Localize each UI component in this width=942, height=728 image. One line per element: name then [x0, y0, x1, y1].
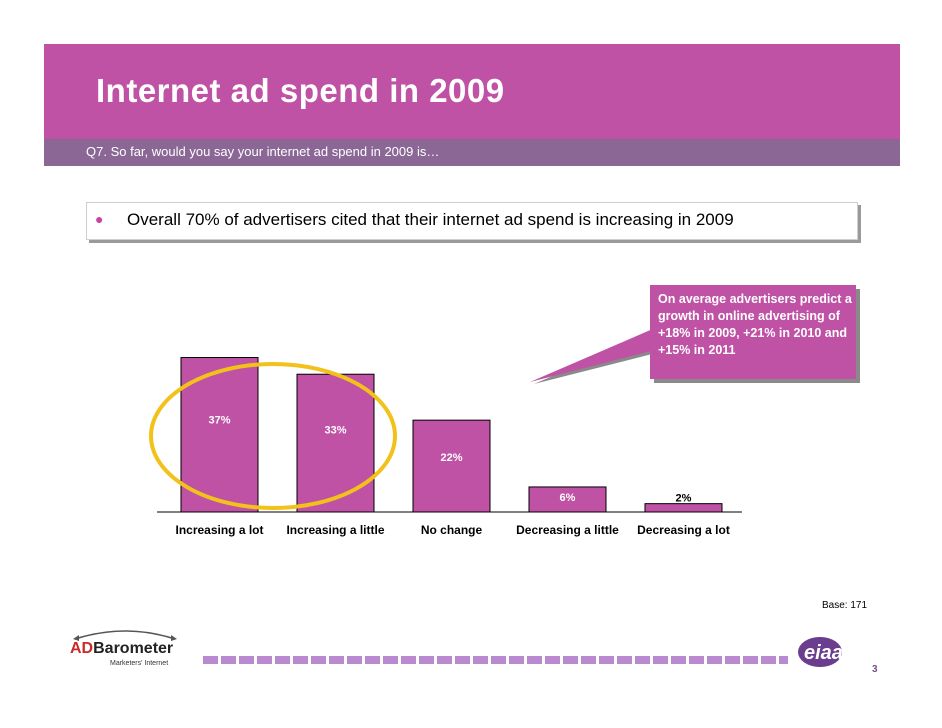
x-tick-label-3: Decreasing a little — [516, 523, 619, 537]
bar-4 — [644, 503, 723, 513]
adbarometer-logo: ADBarometer Marketers' Internet — [70, 627, 180, 677]
bullet-icon: ● — [95, 211, 104, 227]
svg-text:eiaa: eiaa — [804, 642, 843, 664]
footer-dash — [653, 656, 668, 664]
bar-1 — [296, 373, 375, 513]
logo-wordmark: ADBarometer — [70, 640, 174, 657]
question-text: Q7. So far, would you say your internet … — [86, 144, 440, 159]
logo-subtext: Marketers' Internet — [110, 660, 169, 667]
footer-dash — [473, 656, 488, 664]
footer-dash — [779, 656, 788, 664]
footer-dash — [671, 656, 686, 664]
footer-dash — [221, 656, 236, 664]
footer-dash — [347, 656, 362, 664]
footer-dash — [545, 656, 560, 664]
header-banner: Internet ad spend in 2009 Q7. So far, wo… — [44, 44, 900, 166]
footer-dash — [509, 656, 524, 664]
footer-dash — [257, 656, 272, 664]
data-label-3: 6% — [560, 492, 576, 504]
page-title: Internet ad spend in 2009 — [96, 72, 505, 109]
footer-dash — [491, 656, 506, 664]
footer-dash — [365, 656, 380, 664]
data-label-2: 22% — [440, 452, 462, 464]
callout-pointer-fill — [530, 328, 655, 382]
footer-dash — [239, 656, 254, 664]
key-finding-text: Overall 70% of advertisers cited that th… — [127, 210, 734, 229]
key-finding-box: ● Overall 70% of advertisers cited that … — [86, 202, 858, 240]
forecast-callout: On average advertisers predict a growth … — [650, 285, 856, 379]
x-tick-label-1: Increasing a little — [286, 523, 384, 537]
footer-dash — [761, 656, 776, 664]
data-label-4: 2% — [676, 493, 692, 505]
footer-dashed-bar — [203, 656, 788, 664]
x-tick-label-4: Decreasing a lot — [637, 523, 730, 537]
bar-2 — [412, 419, 491, 513]
footer-dash — [617, 656, 632, 664]
footer-dash — [527, 656, 542, 664]
footer-dash — [581, 656, 596, 664]
footer-dash — [743, 656, 758, 664]
page-number: 3 — [872, 664, 878, 675]
x-tick-label-2: No change — [421, 523, 483, 537]
footer-dash — [689, 656, 704, 664]
bar-3 — [528, 486, 607, 513]
footer-dash — [275, 656, 290, 664]
x-tick-label-0: Increasing a lot — [175, 523, 263, 537]
footer-dash — [329, 656, 344, 664]
footer-dash — [563, 656, 578, 664]
footer-dash — [635, 656, 650, 664]
footer-dash — [401, 656, 416, 664]
footer-dash — [599, 656, 614, 664]
logo-arc-icon — [73, 630, 177, 641]
footer-dash — [293, 656, 308, 664]
footer-dash — [203, 656, 218, 664]
footer-dash — [419, 656, 434, 664]
eiaa-logo: eiaa — [798, 637, 843, 667]
base-note: Base: 171 — [822, 600, 868, 611]
data-label-0: 37% — [208, 414, 230, 426]
callout-text: On average advertisers predict a growth … — [658, 292, 852, 357]
footer-dash — [725, 656, 740, 664]
footer-dash — [437, 656, 452, 664]
footer-dash — [383, 656, 398, 664]
footer-dash — [311, 656, 326, 664]
subtitle-bar: Q7. So far, would you say your internet … — [44, 139, 900, 166]
highlight-ellipse — [149, 362, 397, 510]
footer-dash — [707, 656, 722, 664]
bar-0 — [180, 357, 259, 513]
footer-dash — [455, 656, 470, 664]
data-label-1: 33% — [324, 424, 346, 436]
